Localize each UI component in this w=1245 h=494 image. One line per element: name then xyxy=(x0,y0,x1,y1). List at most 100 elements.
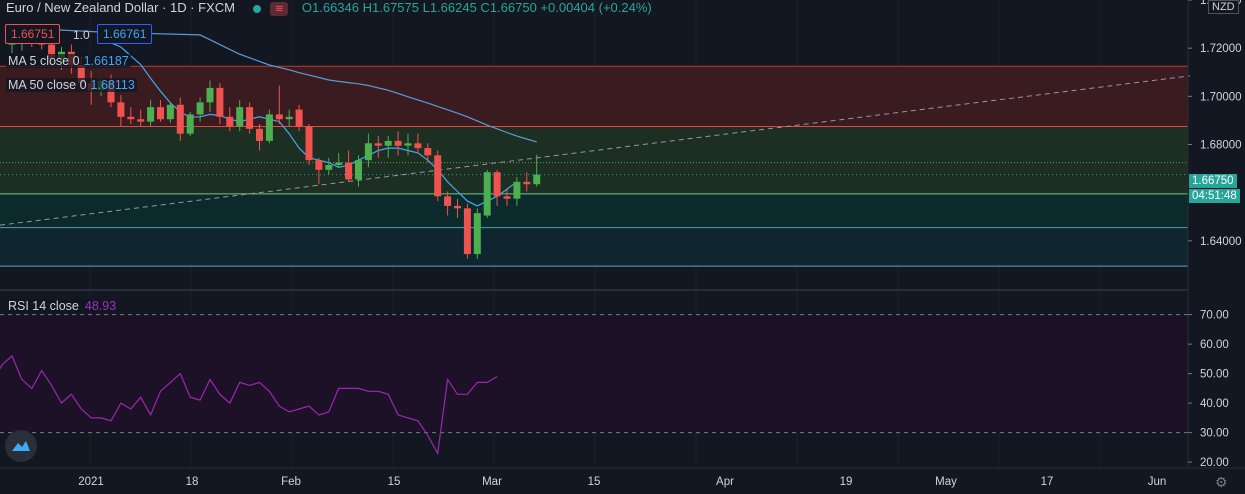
candle-body xyxy=(147,107,155,122)
candle-body xyxy=(176,104,184,134)
time-tick-label: 2021 xyxy=(78,476,104,488)
candle-body xyxy=(345,162,353,180)
zone-band xyxy=(0,227,1188,267)
candle-body xyxy=(305,126,313,161)
candle-body xyxy=(166,104,174,120)
candle-body xyxy=(454,205,461,209)
rsi-band xyxy=(0,314,1188,433)
ma5-legend[interactable]: MA 5 close 0 1.66187 xyxy=(6,54,131,68)
candle-body xyxy=(404,143,412,146)
candle-body xyxy=(523,181,531,185)
ma50-value: 1.68113 xyxy=(90,78,135,92)
candle-body xyxy=(374,143,382,146)
rsi-tick-label: 50.00 xyxy=(1200,369,1229,381)
price-tick-label: 1.70000 xyxy=(1200,91,1242,103)
time-tick-label: 15 xyxy=(588,476,601,488)
symbol-header: Euro / New Zealand Dollar · 1D · FXCM ≋ … xyxy=(6,0,652,16)
sell-button[interactable]: 1.66751 xyxy=(5,24,61,44)
candle-body xyxy=(48,44,56,60)
candle-body xyxy=(463,208,471,255)
candle-body xyxy=(394,140,402,146)
rsi-tick-label: 20.00 xyxy=(1200,457,1229,469)
candle-body xyxy=(335,162,343,165)
candle-body xyxy=(137,119,145,122)
candle-body xyxy=(503,196,511,199)
price-tick-label: 1.64000 xyxy=(1200,236,1242,248)
currency-label[interactable]: NZD xyxy=(1208,0,1239,14)
candle-body xyxy=(483,172,491,216)
candle-body xyxy=(275,114,283,120)
candle-body xyxy=(117,102,125,117)
status-indicator: ≋ xyxy=(252,0,289,16)
ohlc-values: O1.66346 H1.67575 L1.66245 C1.66750 +0.0… xyxy=(301,0,652,15)
candle-body xyxy=(226,116,234,127)
zone-band xyxy=(0,193,1188,228)
rsi-legend[interactable]: RSI 14 close 48.93 xyxy=(6,299,119,313)
time-tick-label: 19 xyxy=(840,476,853,488)
candle-body xyxy=(127,116,135,120)
currency-icon[interactable]: ≋ xyxy=(270,1,289,16)
candle-body xyxy=(355,160,362,180)
time-tick-label: Feb xyxy=(281,476,301,488)
price-tick-label: 1.68000 xyxy=(1200,140,1242,152)
rsi-tick-label: 60.00 xyxy=(1200,339,1229,351)
time-tick-label: 17 xyxy=(1041,476,1054,488)
last-price-label: 1.66750 xyxy=(1189,174,1237,188)
ma50-label: MA 50 close 0 xyxy=(8,78,87,92)
candle-body xyxy=(265,114,273,141)
candle-body xyxy=(424,148,432,156)
ma50-legend[interactable]: MA 50 close 0 1.68113 xyxy=(6,78,137,92)
candle-body xyxy=(157,107,164,120)
candle-body xyxy=(473,213,481,255)
rsi-tick-label: 30.00 xyxy=(1200,428,1229,440)
candle-body xyxy=(384,140,392,146)
rsi-panel xyxy=(0,314,1188,456)
time-tick-label: Jun xyxy=(1148,476,1167,488)
candle-body xyxy=(315,160,323,170)
candle-body xyxy=(236,107,244,127)
candle-body xyxy=(196,102,204,115)
time-tick-label: Apr xyxy=(716,476,734,488)
candle-body xyxy=(246,107,254,129)
candle-body xyxy=(295,109,303,127)
symbol-title[interactable]: Euro / New Zealand Dollar · 1D · FXCM xyxy=(6,0,236,15)
candle-body xyxy=(434,155,442,197)
candle-body xyxy=(364,143,372,161)
candle-body xyxy=(285,116,293,120)
candle-body xyxy=(206,87,214,103)
price-tick-label: 1.72000 xyxy=(1200,43,1242,55)
ma5-label: MA 5 close 0 xyxy=(8,54,80,68)
zone-band xyxy=(0,126,1188,194)
countdown-label: 04:51:48 xyxy=(1189,189,1240,203)
time-tick-label: Mar xyxy=(482,476,502,488)
ma5-value: 1.66187 xyxy=(83,54,129,68)
ma50-line xyxy=(11,27,537,143)
rsi-value: 48.93 xyxy=(84,299,117,313)
time-tick-label: May xyxy=(935,476,957,488)
time-tick-label: 15 xyxy=(388,476,401,488)
tradingview-logo-icon[interactable] xyxy=(5,430,37,462)
candle-body xyxy=(444,196,452,206)
rsi-tick-label: 70.00 xyxy=(1200,310,1229,322)
candle-body xyxy=(513,181,521,199)
quantity-label[interactable]: 1.0 xyxy=(73,28,90,42)
candle-body xyxy=(186,114,194,134)
candle-body xyxy=(256,128,263,141)
time-tick-label: 18 xyxy=(186,476,199,488)
rsi-line xyxy=(0,354,498,456)
candle-body xyxy=(216,87,224,117)
buy-button[interactable]: 1.66761 xyxy=(97,24,153,44)
candle-body xyxy=(533,174,541,185)
rsi-label: RSI 14 close xyxy=(8,299,79,313)
candle-body xyxy=(493,172,501,197)
settings-gear-icon[interactable]: ⚙ xyxy=(1215,474,1228,490)
candle-body xyxy=(77,65,85,84)
rsi-tick-label: 40.00 xyxy=(1200,398,1229,410)
market-open-icon xyxy=(252,4,261,13)
trend-line xyxy=(0,75,1191,226)
price-panel xyxy=(0,0,1191,468)
candle-body xyxy=(325,164,333,170)
candle-body xyxy=(414,143,422,149)
